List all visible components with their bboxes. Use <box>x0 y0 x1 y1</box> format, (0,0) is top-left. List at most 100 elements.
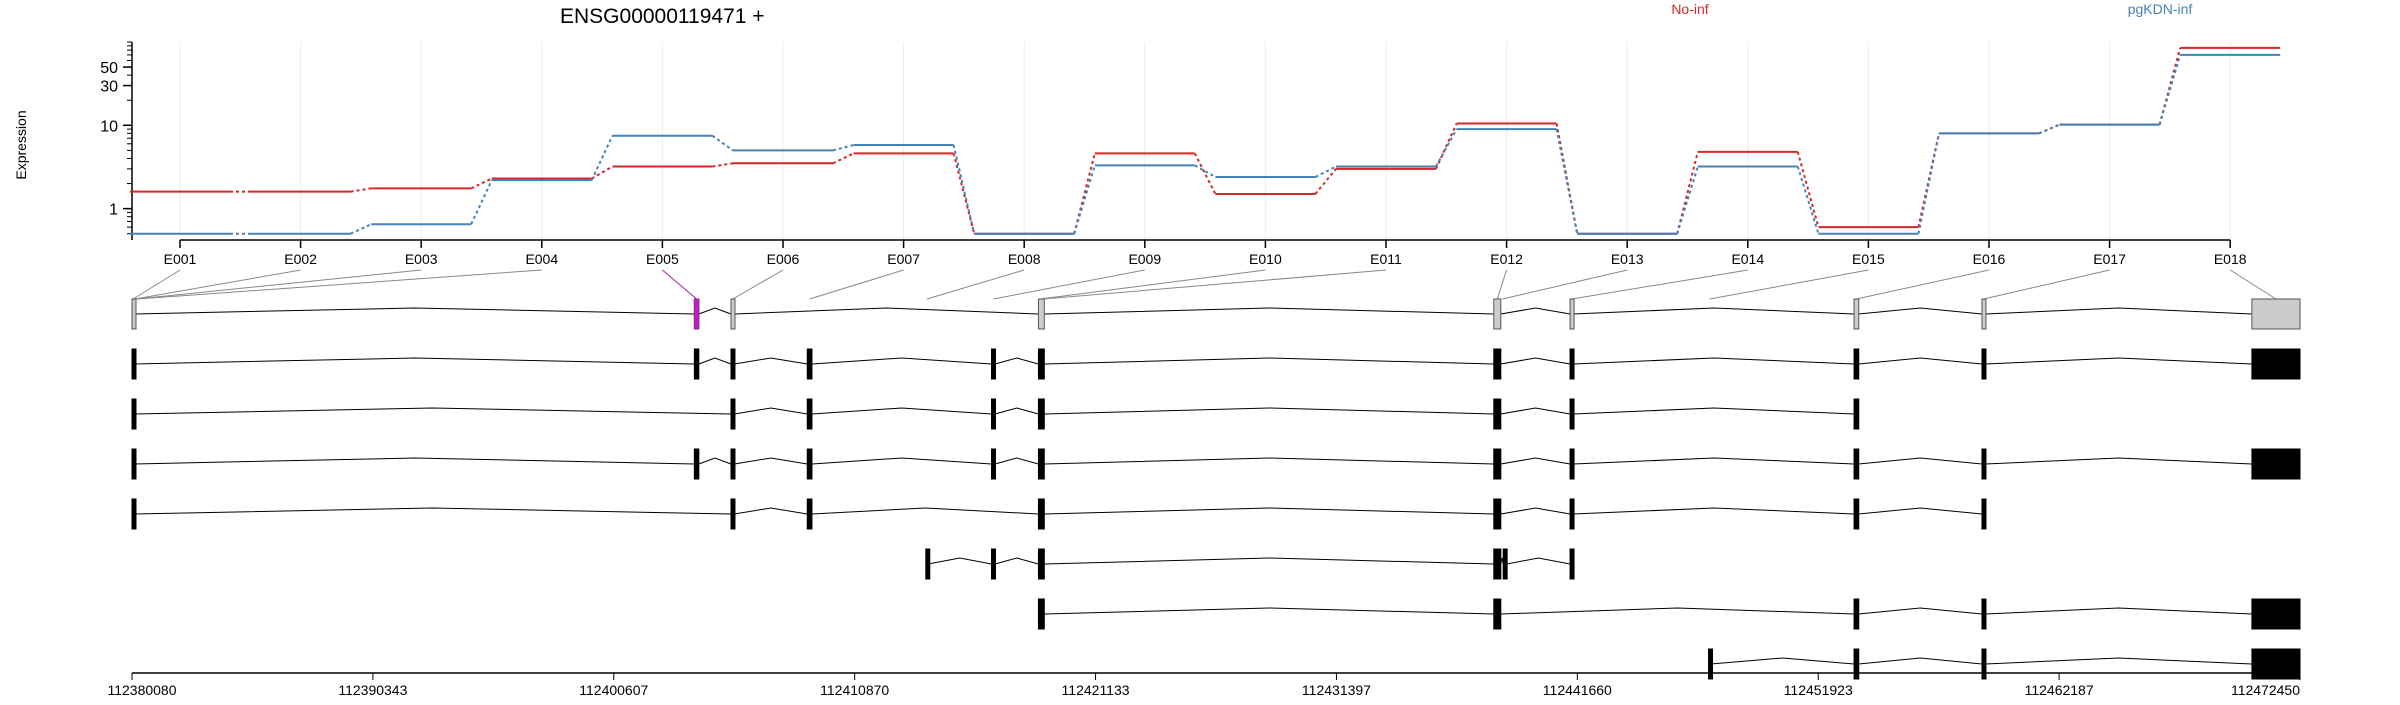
series-connector <box>350 187 372 193</box>
intron-line <box>1710 657 1855 665</box>
transcript-6 <box>925 548 1575 580</box>
intron-line <box>698 357 732 365</box>
series-connector <box>1073 165 1096 234</box>
exon-block <box>1853 448 1860 480</box>
series-connector <box>591 165 613 180</box>
exon-block <box>1037 598 1045 630</box>
exon-block <box>1569 298 1575 330</box>
intron-line <box>811 507 1039 515</box>
intron-line <box>1506 557 1571 565</box>
y-tick-label: 30 <box>100 79 118 96</box>
exon-block <box>1037 348 1045 380</box>
series-no-inf <box>130 46 2281 235</box>
exon-block <box>730 298 736 330</box>
transcript-1 <box>131 298 2301 330</box>
exon-block <box>730 398 736 430</box>
y-axis: 1 10 30 50 <box>100 41 133 240</box>
genomic-tick-label: 112431397 <box>1302 682 1371 698</box>
x-tick-label: E011 <box>1370 251 1402 267</box>
intron-line <box>734 357 808 365</box>
intron-line <box>1500 607 1855 615</box>
exon-block <box>131 348 137 380</box>
exon-block <box>1569 448 1575 480</box>
genomic-tick-label: 112410870 <box>820 682 889 698</box>
intron-line <box>1500 357 1571 365</box>
exon-block <box>1037 448 1045 480</box>
intron-line <box>134 407 731 415</box>
intron-line <box>1044 357 1494 365</box>
intron-line <box>1858 507 1983 515</box>
x-tick-label: E005 <box>646 251 679 267</box>
intron-line <box>1985 307 2252 315</box>
genomic-tick-label: 112451923 <box>1784 682 1853 698</box>
exon-block <box>131 298 137 330</box>
genomic-tick-label: 112390343 <box>338 682 407 698</box>
x-axis: E001 E002 E003 E004 E005 E006 E007 E008 E009 E010… <box>164 239 2247 267</box>
intron-line <box>134 507 731 515</box>
exon-block <box>1569 548 1575 580</box>
exon-block-highlight <box>693 298 700 330</box>
x-tick-label: E013 <box>1611 251 1644 267</box>
intron-line <box>811 407 992 415</box>
exon-block <box>1037 548 1045 580</box>
exon-connector <box>1709 269 1869 300</box>
series-connector <box>470 179 493 225</box>
legend-entry-no-inf: No-inf <box>1671 1 1708 17</box>
exon-block <box>1569 498 1575 530</box>
intron-line <box>734 507 808 515</box>
series-connector <box>1435 128 1458 168</box>
chart-title: ENSG00000119471 + <box>560 5 765 28</box>
series-connector <box>470 177 493 190</box>
intron-line <box>698 457 732 465</box>
exon-block <box>1037 398 1045 430</box>
exon-block <box>806 348 813 380</box>
intron-line <box>1573 457 1855 465</box>
exon-connectors <box>132 269 2277 300</box>
series-connector <box>1676 166 1699 234</box>
exon-block <box>2251 348 2301 380</box>
exon-block <box>1853 648 1860 680</box>
exon-connector <box>134 269 301 300</box>
exon-connector <box>993 269 1145 300</box>
exon-block <box>1493 598 1502 630</box>
series-lines <box>130 46 2281 235</box>
transcript-8 <box>1708 648 2301 680</box>
exon-block <box>991 548 997 580</box>
intron-line <box>1985 607 2252 615</box>
series-connector <box>1314 168 1337 195</box>
x-tick-label: E018 <box>2214 251 2247 267</box>
intron-line <box>1858 657 1983 665</box>
genomic-tick-label: 112380080 <box>107 682 176 698</box>
x-tick-label: E012 <box>1490 251 1523 267</box>
exon-connector <box>137 269 542 300</box>
x-tick-label: E015 <box>1852 251 1885 267</box>
genomic-axis: 112380080 112390343 112400607 112410870 1124… <box>107 672 2301 698</box>
transcript-models <box>131 298 2301 680</box>
series-connector <box>2038 123 2060 135</box>
intron-line <box>994 407 1039 415</box>
genomic-tick-label: 112441660 <box>1543 682 1612 698</box>
x-tick-label: E017 <box>2093 251 2126 267</box>
exon-block <box>1493 298 1502 330</box>
x-tick-label: E001 <box>164 251 197 267</box>
x-tick-label: E014 <box>1731 251 1764 267</box>
exon-connector <box>809 269 904 300</box>
exon-connector <box>1043 269 1387 300</box>
grid-lines <box>179 42 2231 240</box>
series-connector <box>1796 166 1820 234</box>
exon-block <box>2251 598 2301 630</box>
series-connector <box>712 162 734 168</box>
series-connector <box>350 223 372 235</box>
exon-block <box>1493 398 1502 430</box>
intron-line <box>1044 407 1494 415</box>
intron-line <box>734 307 1039 315</box>
exon-connector <box>1856 269 1990 300</box>
exon-block <box>730 348 736 380</box>
exon-connector <box>732 269 784 300</box>
exon-connector <box>1502 269 1628 300</box>
exon-block <box>1853 398 1860 430</box>
intron-line <box>734 407 808 415</box>
intron-line <box>1500 457 1571 465</box>
transcript-4 <box>131 448 2301 480</box>
series-connector <box>2158 54 2182 125</box>
